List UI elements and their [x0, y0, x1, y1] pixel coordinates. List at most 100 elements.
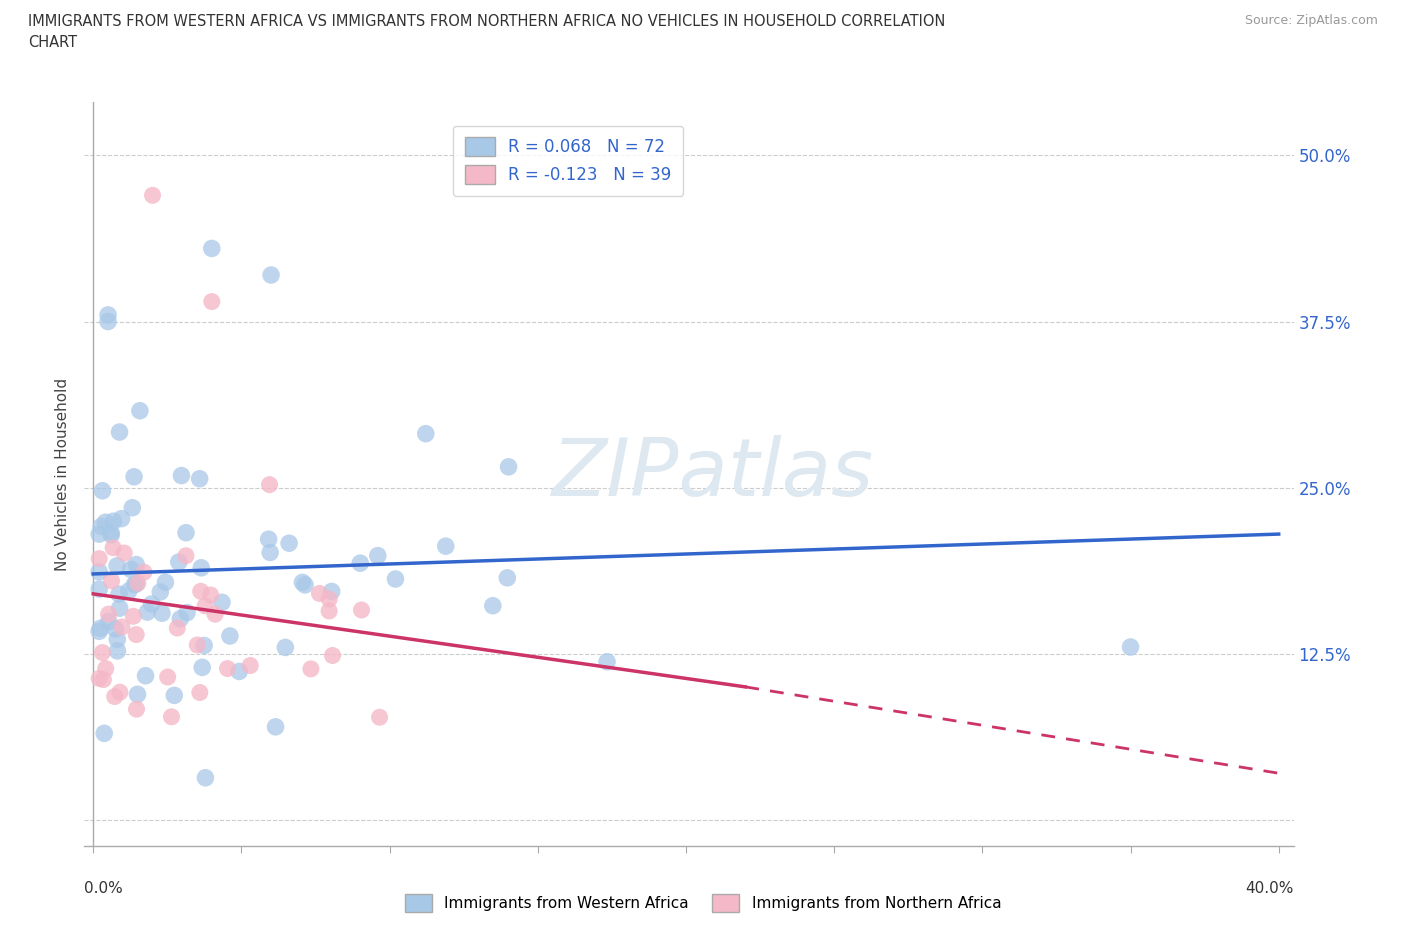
Point — [122, 470, 145, 485]
Point — [318, 604, 340, 618]
Point — [132, 565, 155, 579]
Point — [194, 598, 217, 613]
Point — [127, 576, 149, 591]
Point — [190, 584, 212, 599]
Point — [104, 689, 127, 704]
Point — [169, 611, 191, 626]
Point — [260, 268, 283, 283]
Text: 40.0%: 40.0% — [1246, 881, 1294, 896]
Point — [108, 684, 131, 699]
Point — [89, 621, 111, 636]
Point — [239, 658, 262, 673]
Point — [278, 536, 301, 551]
Point — [415, 426, 437, 441]
Text: CHART: CHART — [28, 35, 77, 50]
Legend: R = 0.068   N = 72, R = -0.123   N = 39: R = 0.068 N = 72, R = -0.123 N = 39 — [453, 126, 683, 195]
Point — [176, 605, 198, 620]
Point — [190, 561, 212, 576]
Point — [596, 655, 619, 670]
Point — [105, 632, 128, 647]
Point — [89, 551, 111, 566]
Point — [384, 572, 406, 587]
Point — [90, 519, 112, 534]
Point — [219, 629, 242, 644]
Text: Source: ZipAtlas.com: Source: ZipAtlas.com — [1244, 14, 1378, 27]
Point — [155, 575, 177, 590]
Point — [201, 294, 224, 309]
Point — [121, 500, 143, 515]
Point — [125, 627, 148, 642]
Point — [100, 527, 122, 542]
Point — [100, 574, 122, 589]
Point — [93, 672, 115, 687]
Point — [108, 425, 131, 440]
Legend: Immigrants from Western Africa, Immigrants from Northern Africa: Immigrants from Western Africa, Immigran… — [398, 888, 1008, 918]
Point — [498, 459, 520, 474]
Point — [108, 587, 131, 602]
Point — [94, 515, 117, 530]
Point — [321, 584, 343, 599]
Point — [322, 648, 344, 663]
Point — [194, 770, 217, 785]
Point — [291, 575, 314, 590]
Point — [100, 525, 122, 540]
Point — [482, 598, 505, 613]
Point — [188, 685, 211, 700]
Point — [89, 526, 111, 541]
Point — [170, 468, 193, 483]
Point — [104, 621, 127, 636]
Point — [434, 538, 457, 553]
Y-axis label: No Vehicles in Household: No Vehicles in Household — [55, 378, 70, 571]
Point — [91, 645, 114, 660]
Text: ZIPatlas: ZIPatlas — [553, 435, 875, 513]
Point — [89, 671, 111, 686]
Point — [217, 661, 239, 676]
Point — [97, 606, 120, 621]
Point — [91, 484, 114, 498]
Point — [149, 585, 172, 600]
Point — [150, 605, 173, 620]
Point — [108, 601, 131, 616]
Point — [89, 581, 111, 596]
Point — [122, 578, 145, 592]
Point — [141, 188, 163, 203]
Point — [97, 308, 120, 323]
Point — [94, 661, 117, 676]
Point — [200, 588, 222, 603]
Point — [135, 669, 157, 684]
Point — [191, 660, 214, 675]
Point — [125, 577, 148, 591]
Point — [101, 540, 124, 555]
Point — [294, 578, 316, 592]
Point — [264, 720, 287, 735]
Point — [97, 614, 120, 629]
Text: IMMIGRANTS FROM WESTERN AFRICA VS IMMIGRANTS FROM NORTHERN AFRICA NO VEHICLES IN: IMMIGRANTS FROM WESTERN AFRICA VS IMMIGR… — [28, 14, 945, 29]
Point — [349, 556, 371, 571]
Point — [186, 638, 208, 653]
Point — [93, 726, 115, 741]
Point — [120, 562, 142, 577]
Point — [257, 532, 280, 547]
Point — [97, 314, 120, 329]
Point — [201, 241, 224, 256]
Point — [129, 404, 152, 418]
Point — [350, 603, 373, 618]
Point — [259, 545, 281, 560]
Point — [367, 548, 389, 563]
Point — [228, 664, 250, 679]
Point — [141, 596, 163, 611]
Point — [299, 661, 322, 676]
Point — [118, 584, 141, 599]
Point — [368, 710, 391, 724]
Point — [308, 586, 330, 601]
Point — [188, 472, 211, 486]
Point — [125, 702, 148, 717]
Point — [274, 640, 297, 655]
Text: 0.0%: 0.0% — [84, 881, 124, 896]
Point — [318, 591, 340, 606]
Point — [160, 710, 183, 724]
Point — [136, 604, 159, 619]
Point — [259, 477, 281, 492]
Point — [107, 644, 129, 658]
Point — [127, 687, 149, 702]
